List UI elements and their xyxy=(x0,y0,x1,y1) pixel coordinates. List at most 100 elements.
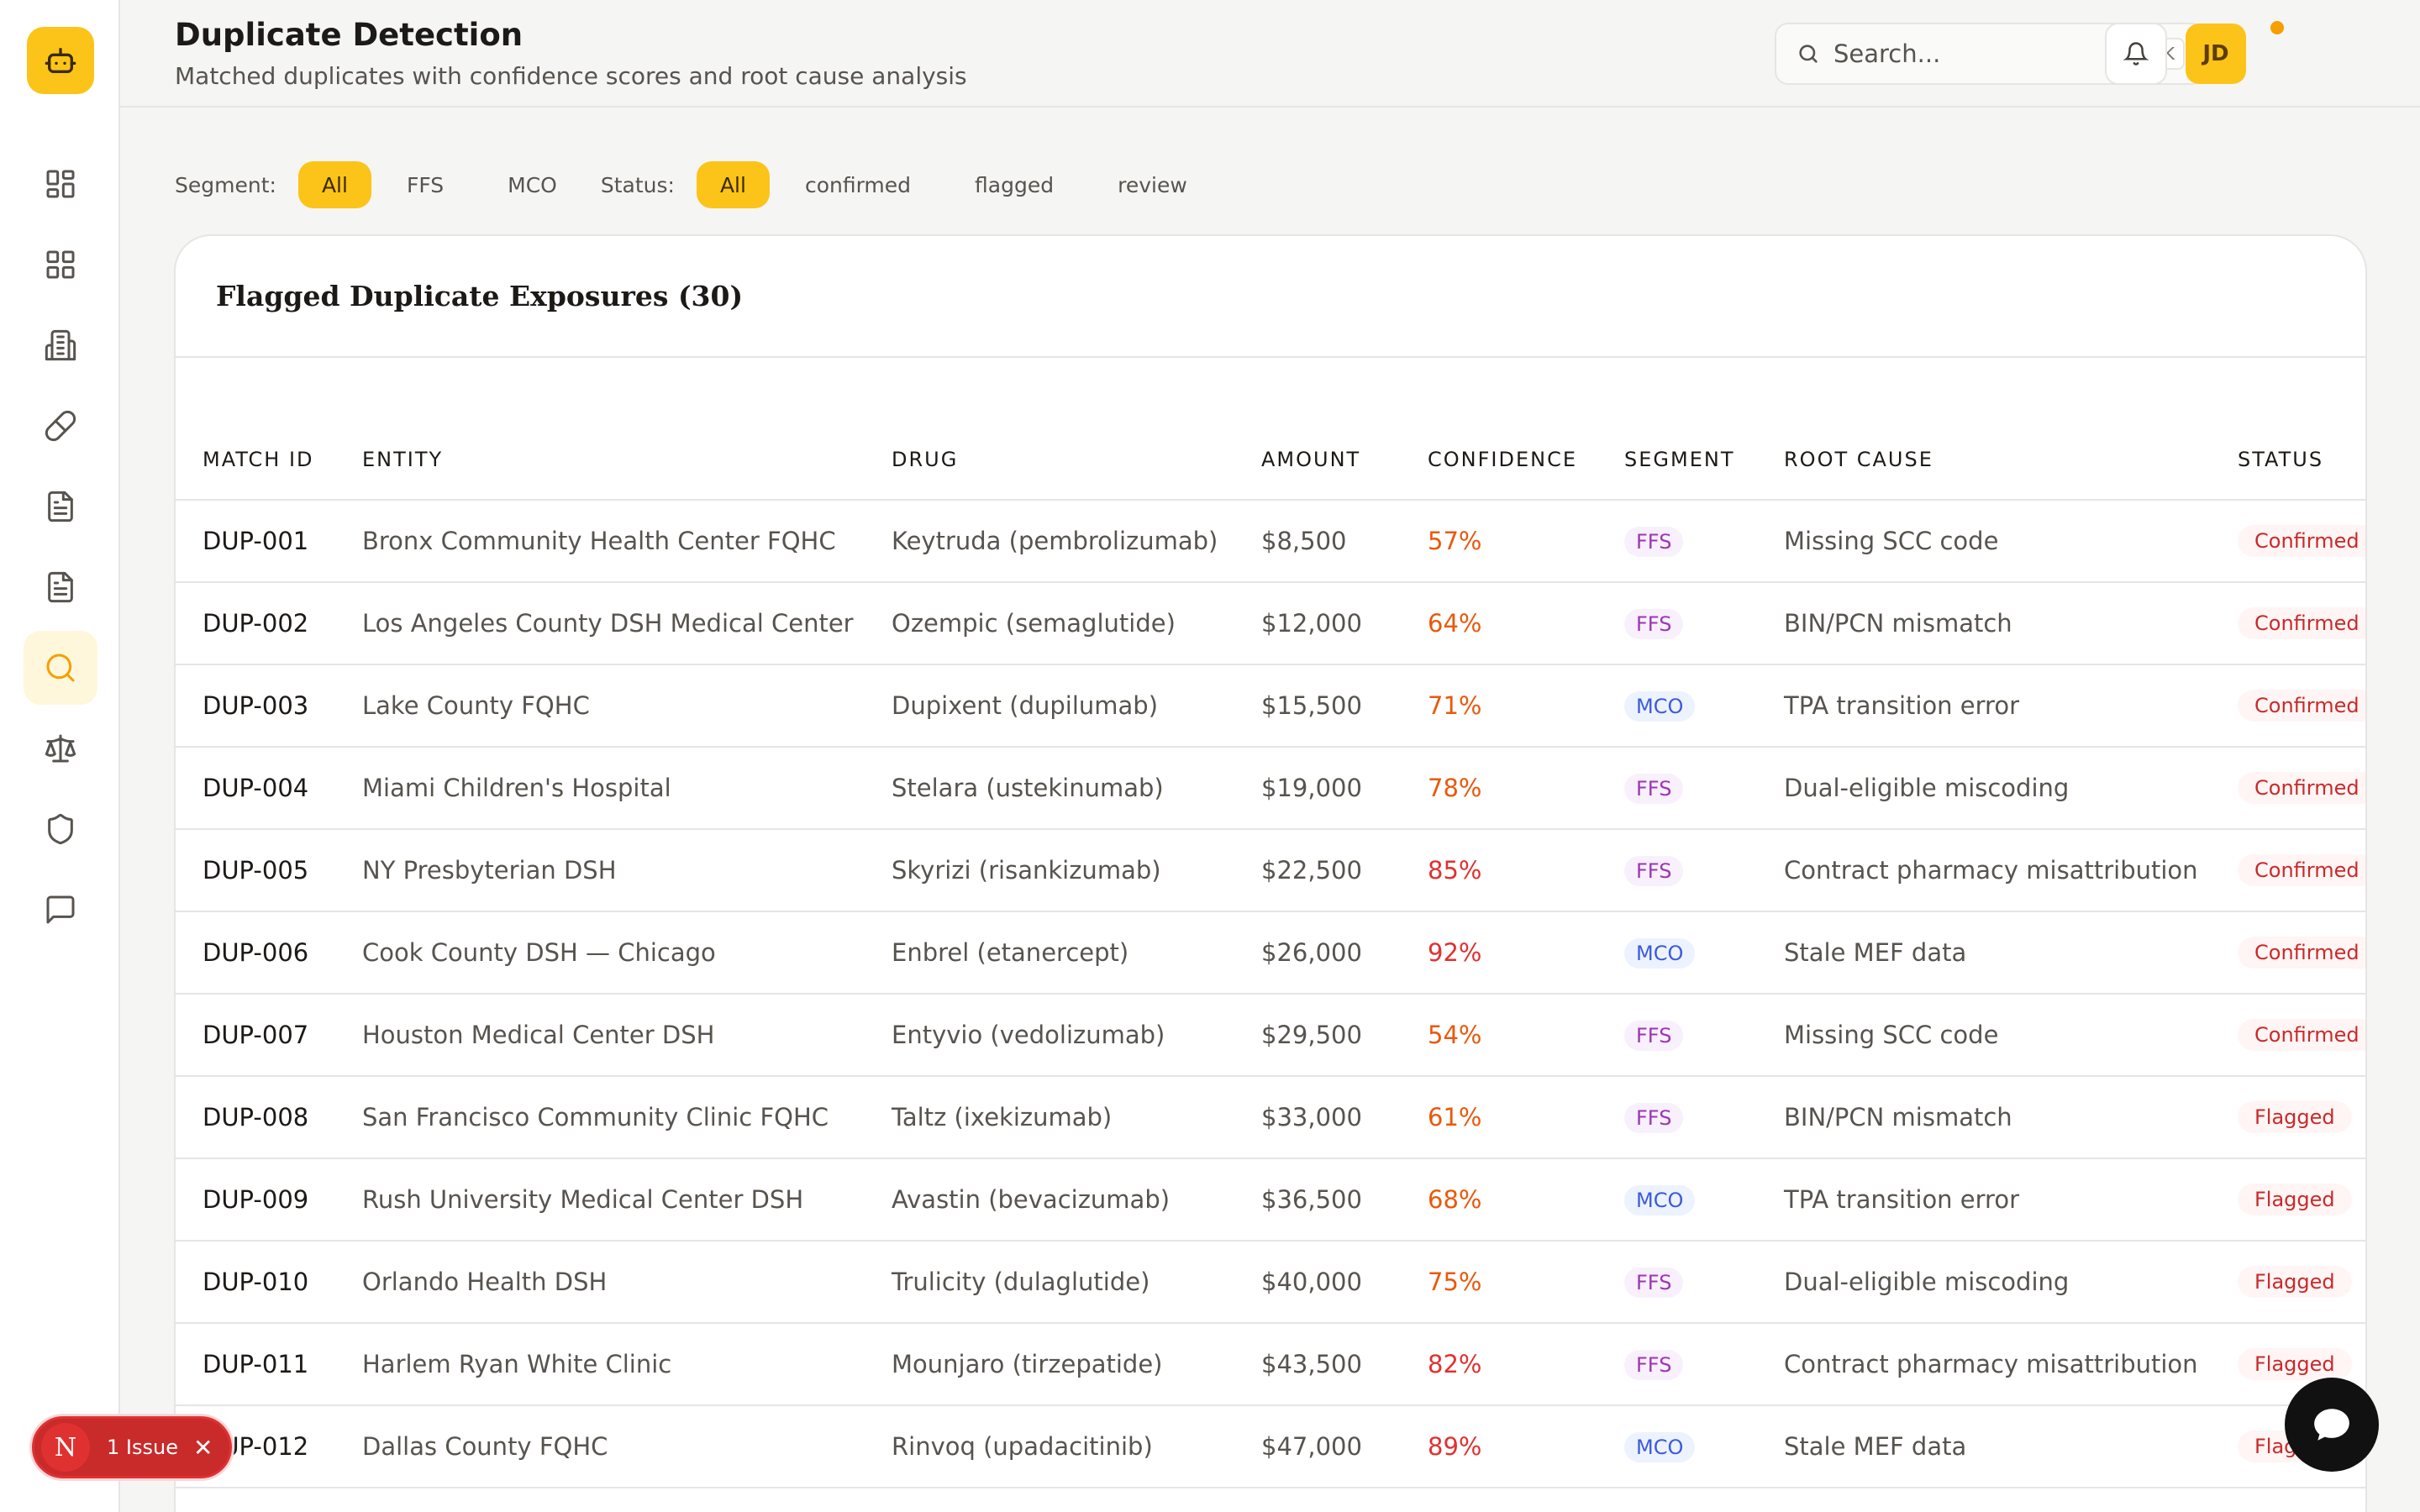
amount-cell: $33,000 xyxy=(1234,1076,1401,1159)
notification-dot xyxy=(2270,21,2284,34)
avatar[interactable]: JD xyxy=(2186,24,2246,84)
table-row[interactable]: DUP-012 Dallas County FQHC Rinvoq (upadaci… xyxy=(176,1405,2365,1488)
card-title: Flagged Duplicate Exposures (30) xyxy=(216,280,744,312)
confidence-cell: 64% xyxy=(1401,582,1597,665)
notifications-button[interactable] xyxy=(2105,23,2167,85)
segment-badge: FFS xyxy=(1624,1267,1684,1298)
sidebar-item-building[interactable] xyxy=(24,308,97,382)
status-cell: Confirmed xyxy=(2211,664,2365,748)
status-cell: Confirmed xyxy=(2211,994,2365,1077)
confidence-cell: 78% xyxy=(1401,747,1597,830)
sidebar-item-search[interactable] xyxy=(24,631,97,705)
app-logo[interactable] xyxy=(27,27,94,94)
amount-cell: $15,500 xyxy=(1234,664,1401,748)
table-row[interactable]: DUP-013Cleveland Clinic Children'sOpdivo… xyxy=(176,1488,2365,1512)
sidebar-item-scale[interactable] xyxy=(24,711,97,785)
table-row[interactable]: DUP-005 NY Presbyterian DSH Skyrizi (risan… xyxy=(176,829,2365,912)
status-cell: Flagged xyxy=(2211,1488,2365,1512)
table-row[interactable]: DUP-004 Miami Children's Hospital Stelara … xyxy=(176,747,2365,830)
table-row[interactable]: DUP-002 Los Angeles County DSH Medical Ce… xyxy=(176,582,2365,665)
grid-icon xyxy=(46,250,75,279)
amount-cell: $40,000 xyxy=(1234,1241,1401,1324)
segment-cell: FFS xyxy=(1597,994,1757,1077)
confidence-cell: 51% xyxy=(1401,1488,1597,1512)
root-cause-cell: Contract pharmacy misattribution xyxy=(1757,1323,2211,1406)
root-cause-cell: Dual-eligible miscoding xyxy=(1757,747,2211,830)
chat-button[interactable] xyxy=(2285,1378,2379,1472)
drug-cell: Opdivo (nivolumab) xyxy=(865,1488,1234,1512)
sidebar-item-pill[interactable] xyxy=(24,389,97,463)
sidebar-item-grid[interactable] xyxy=(24,228,97,302)
root-cause-cell: Missing SCC code xyxy=(1757,500,2211,583)
sidebar-item-shield[interactable] xyxy=(24,792,97,866)
root-cause-cell: Contract pharmacy misattribution xyxy=(1757,829,2211,912)
confidence-cell: 85% xyxy=(1401,829,1597,912)
match-id-cell: DUP-013 xyxy=(176,1488,335,1512)
header: Duplicate Detection Matched duplicates w… xyxy=(120,0,2420,108)
column-header[interactable]: DRUG xyxy=(865,419,1234,501)
sidebar-item-dashboard[interactable] xyxy=(24,147,97,221)
table-row[interactable]: DUP-008 San Francisco Community Clinic FQ… xyxy=(176,1076,2365,1159)
segment-badge: FFS xyxy=(1624,608,1684,639)
match-id-cell: DUP-002 xyxy=(176,582,335,665)
sidebar-item-document[interactable] xyxy=(24,470,97,543)
segment-chip-ffs[interactable]: FFS xyxy=(406,172,445,197)
status-chip-review[interactable]: review xyxy=(1118,172,1187,197)
column-header[interactable]: AMOUNT xyxy=(1234,419,1401,501)
match-id-cell: DUP-008 xyxy=(176,1076,335,1159)
confidence-cell: 61% xyxy=(1401,1076,1597,1159)
drug-cell: Entyvio (vedolizumab) xyxy=(865,994,1234,1077)
segment-cell: FFS xyxy=(1597,1488,1757,1512)
search-icon xyxy=(46,654,75,682)
status-chip-confirmed[interactable]: confirmed xyxy=(804,172,912,197)
segment-chip-mco[interactable]: MCO xyxy=(508,172,557,197)
entity-cell: Orlando Health DSH xyxy=(335,1241,865,1324)
robot-icon xyxy=(45,48,76,74)
column-header[interactable]: SEGMENT xyxy=(1597,419,1757,501)
status-chip-all[interactable]: All xyxy=(696,161,770,208)
amount-cell: $43,500 xyxy=(1234,1323,1401,1406)
message-icon xyxy=(46,895,75,924)
root-cause-cell: Missing SCC code xyxy=(1757,1488,2211,1512)
sidebar-item-message[interactable] xyxy=(24,873,97,947)
column-header[interactable]: MATCH ID xyxy=(176,419,335,501)
page-title: Duplicate Detection xyxy=(175,17,523,53)
table-row[interactable]: DUP-001 Bronx Community Health Center FQH… xyxy=(176,500,2365,583)
table-row[interactable]: DUP-006 Cook County DSH — Chicago Enbrel (… xyxy=(176,911,2365,995)
segment-badge: MCO xyxy=(1624,937,1696,969)
sidebar-item-document[interactable] xyxy=(24,550,97,624)
divider xyxy=(176,356,2365,358)
duplicates-card: Flagged Duplicate Exposures (30) MATCH I… xyxy=(174,234,2367,1512)
document-icon xyxy=(48,571,73,603)
amount-cell: $22,500 xyxy=(1234,829,1401,912)
status-cell: Confirmed xyxy=(2211,829,2365,912)
pill-icon xyxy=(45,410,76,442)
filter-bar: Segment: All FFS MCO Status: All confirm… xyxy=(175,161,1223,208)
root-cause-cell: BIN/PCN mismatch xyxy=(1757,1076,2211,1159)
match-id-cell: DUP-009 xyxy=(176,1158,335,1242)
amount-cell: $36,500 xyxy=(1234,1158,1401,1242)
table-row[interactable]: DUP-009 Rush University Medical Center DS… xyxy=(176,1158,2365,1242)
segment-cell: MCO xyxy=(1597,664,1757,748)
column-header[interactable]: STATUS xyxy=(2211,419,2365,501)
table-row[interactable]: DUP-007 Houston Medical Center DSH Entyvio… xyxy=(176,994,2365,1077)
close-icon[interactable]: ✕ xyxy=(192,1433,213,1462)
table-header-row: MATCH ID ENTITY DRUG AMOUNT CONFIDENCE S… xyxy=(176,419,2365,501)
issue-logo: N xyxy=(41,1423,90,1472)
status-chip-flagged[interactable]: flagged xyxy=(975,172,1055,197)
issues-badge[interactable]: N 1 Issue ✕ xyxy=(32,1416,232,1478)
amount-cell: $26,000 xyxy=(1234,911,1401,995)
page-subtitle: Matched duplicates with confidence score… xyxy=(175,62,967,90)
table-row[interactable]: DUP-003 Lake County FQHC Dupixent (dupilum… xyxy=(176,664,2365,748)
segment-badge: FFS xyxy=(1624,1349,1684,1380)
status-cell: Confirmed xyxy=(2211,747,2365,830)
segment-chip-all[interactable]: All xyxy=(297,161,371,208)
entity-cell: Dallas County FQHC xyxy=(335,1405,865,1488)
confidence-cell: 71% xyxy=(1401,664,1597,748)
status-badge: Flagged xyxy=(2238,1184,2352,1215)
column-header[interactable]: CONFIDENCE xyxy=(1401,419,1597,501)
table-row[interactable]: DUP-011 Harlem Ryan White Clinic Mounjaro … xyxy=(176,1323,2365,1406)
table-row[interactable]: DUP-010 Orlando Health DSH Trulicity (dula… xyxy=(176,1241,2365,1324)
column-header[interactable]: ENTITY xyxy=(335,419,865,501)
column-header[interactable]: ROOT CAUSE xyxy=(1757,419,2211,501)
